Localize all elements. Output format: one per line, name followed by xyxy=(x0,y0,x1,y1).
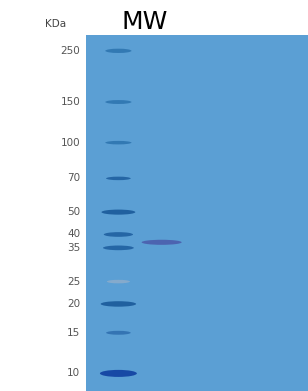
Text: 250: 250 xyxy=(60,46,80,56)
Ellipse shape xyxy=(142,240,182,245)
Ellipse shape xyxy=(105,100,132,104)
Text: 70: 70 xyxy=(67,173,80,183)
Ellipse shape xyxy=(107,280,130,283)
Ellipse shape xyxy=(104,232,133,237)
Text: 150: 150 xyxy=(60,97,80,107)
Text: 100: 100 xyxy=(60,138,80,148)
Text: 50: 50 xyxy=(67,207,80,217)
Text: KDa: KDa xyxy=(45,19,66,29)
Ellipse shape xyxy=(103,246,134,250)
Ellipse shape xyxy=(101,301,136,307)
Text: 40: 40 xyxy=(67,230,80,239)
Ellipse shape xyxy=(100,370,137,377)
Text: 15: 15 xyxy=(67,328,80,338)
Text: 25: 25 xyxy=(67,276,80,287)
Ellipse shape xyxy=(105,48,132,53)
Text: 10: 10 xyxy=(67,368,80,378)
Ellipse shape xyxy=(106,331,131,335)
Text: MW: MW xyxy=(122,10,168,34)
Ellipse shape xyxy=(105,141,132,144)
Text: 20: 20 xyxy=(67,299,80,309)
Ellipse shape xyxy=(101,210,135,215)
FancyBboxPatch shape xyxy=(86,35,308,391)
Ellipse shape xyxy=(106,177,131,180)
Text: 35: 35 xyxy=(67,243,80,253)
